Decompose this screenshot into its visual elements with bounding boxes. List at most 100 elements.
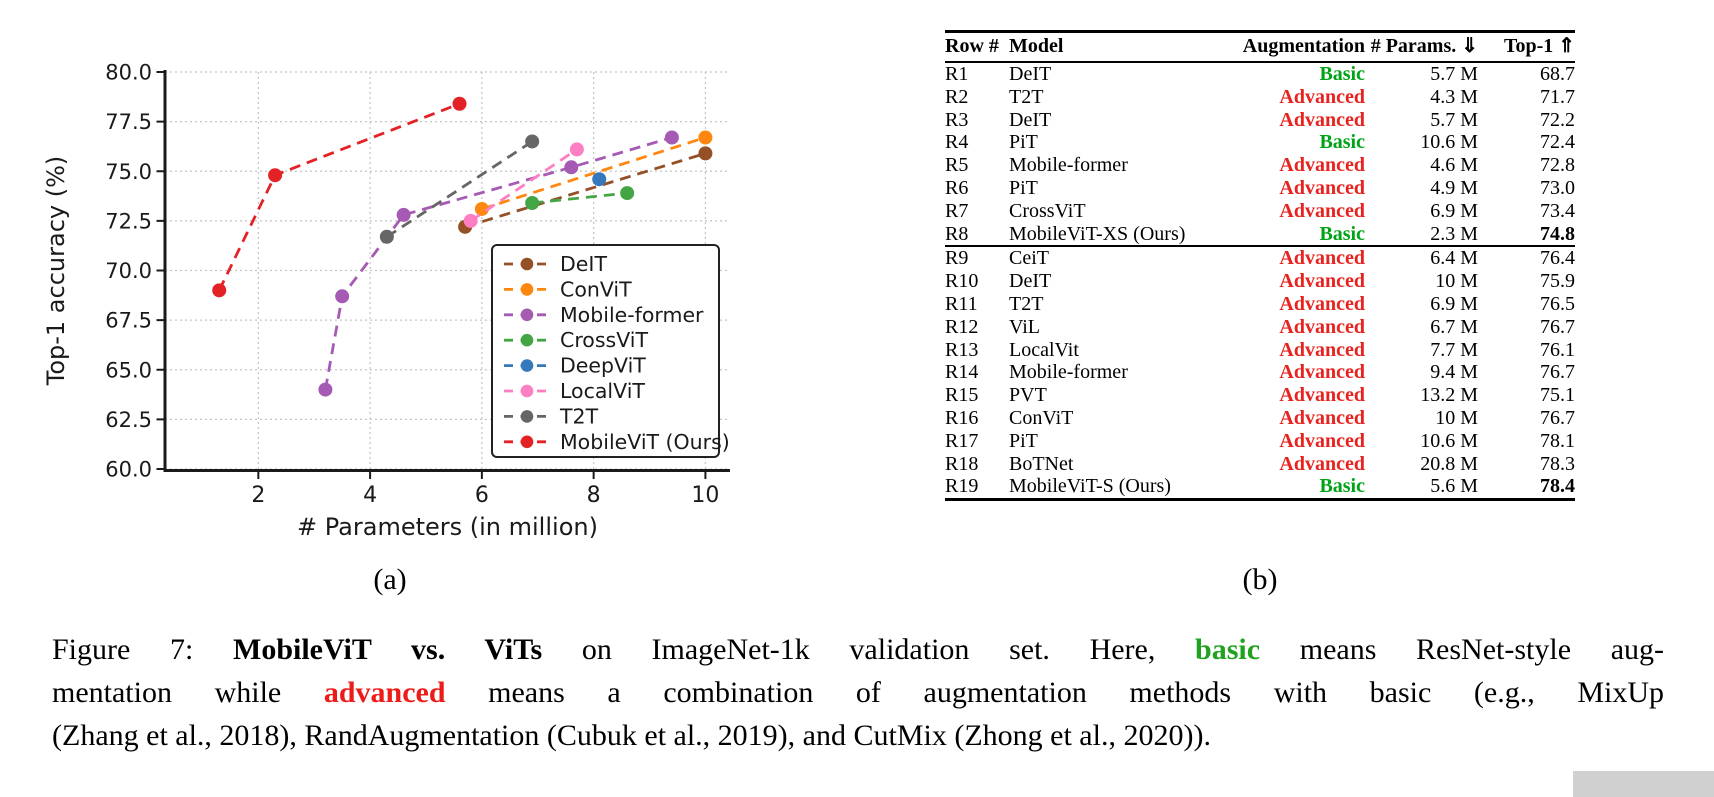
legend-marker-CrossViT [520,333,534,347]
caption-text: Figure 7: [52,633,234,666]
cell-row-number: R10 [945,270,979,293]
cell-params: 4.6 M [1430,154,1478,177]
cell-params: 6.4 M [1430,247,1478,270]
cell-augmentation: Advanced [1279,85,1365,108]
cell-top1: 76.7 [1540,315,1575,338]
cell-model: MobileViT-XS (Ours) [1009,222,1225,248]
cell-augmentation: Advanced [1279,247,1365,270]
x-tick-label: 6 [475,483,489,508]
cell-augmentation: Advanced [1279,176,1365,199]
y-tick-label: 75.0 [105,160,152,184]
cell-top1: 72.8 [1540,154,1575,177]
cell-params: 5.7 M [1430,63,1478,85]
cell-row-number: R12 [945,315,979,338]
table-row-R3: R3 DeIT Advanced 5.7 M 72.2 [945,109,1575,132]
cell-row-number: R3 [945,108,969,131]
legend-label-DeIT: DeIT [560,252,607,276]
cell-row-number: R16 [945,406,979,429]
cell-augmentation: Advanced [1279,452,1365,475]
cell-model: ViL [1009,315,1041,338]
table-row-R12: R12 ViL Advanced 6.7 M 76.7 [945,316,1575,339]
table-row-R15: R15 PVT Advanced 13.2 M 75.1 [945,384,1575,407]
x-tick-label: 2 [251,483,265,508]
legend-label-CrossViT: CrossViT [560,328,648,352]
legend-label-T2T: T2T [559,404,599,428]
col-header-row-number: Row # [945,35,999,57]
y-tick-label: 60.0 [105,458,152,482]
cell-params: 10.6 M [1420,429,1478,452]
legend-marker-DeepViT [520,359,534,372]
data-point-Mobile-former [564,160,579,175]
data-point-T2T [525,134,540,149]
cell-params: 20.8 M [1420,452,1478,475]
series-line-LocalViT [469,148,578,223]
legend-label-Mobile-former: Mobile-former [560,303,704,327]
data-point-DeIT [698,146,713,161]
table-row-R5: R5 Mobile-former Advanced 4.6 M 72.8 [945,154,1575,177]
cell-top1: 74.8 [1478,222,1575,248]
data-point-CrossViT [620,186,635,201]
table-row-R7: R7 CrossViT Advanced 6.9 M 73.4 [945,200,1575,223]
series-line-ConViT [481,136,706,211]
cell-augmentation: Advanced [1279,315,1365,338]
table-row-R2: R2 T2T Advanced 4.3 M 71.7 [945,86,1575,109]
cell-top1: 76.7 [1540,361,1575,384]
caption-keyword-red: advanced [323,676,446,709]
cell-top1: 76.5 [1540,292,1575,315]
cell-row-number: R9 [945,247,969,270]
cell-augmentation: Advanced [1279,292,1365,315]
cell-top1: 76.7 [1540,406,1575,429]
cell-model: DeIT [1009,108,1052,131]
cell-row-number: R2 [945,85,969,108]
cell-augmentation: Advanced [1279,108,1365,131]
col-header-top1: Top-1 ⇑ [1503,35,1575,57]
cell-top1: 78.4 [1478,475,1575,502]
cell-row-number: R11 [945,292,978,315]
data-point-CrossViT [525,196,540,211]
cell-row-number: R19 [945,475,1009,502]
series-line-MobileViT (Ours) [217,102,461,292]
cell-model: DeIT [1009,63,1052,85]
cell-augmentation: Advanced [1279,154,1365,177]
accuracy-vs-params-chart: 2 4 6 8 10 60.0 62.5 65.0 67.5 70.0 72.5 75.0 77.5 80… [40,30,740,565]
cell-params: 5.7 M [1430,108,1478,131]
caption-text: MobileViT vs. ViTs [233,633,543,666]
cell-top1: 76.4 [1540,247,1575,270]
cell-augmentation: Basic [1319,131,1365,154]
cell-model: PVT [1009,384,1047,407]
cell-params: 10 M [1435,406,1478,429]
cell-params: 2.3 M [1365,222,1478,248]
cell-augmentation: Advanced [1279,406,1365,429]
cell-augmentation: Advanced [1279,384,1365,407]
col-header-model: Model [1009,35,1064,57]
cell-model: Mobile-former [1009,154,1128,177]
panel-a-label: (a) [373,563,407,596]
table-row-R14: R14 Mobile-former Advanced 9.4 M 76.7 [945,361,1575,384]
table-row-R8: R8 MobileViT-XS (Ours) Basic 2.3 M 74.8 [945,222,1575,248]
col-header-params: # Params. ⇓ [1370,35,1478,57]
y-tick-label: 77.5 [105,110,152,134]
cell-row-number: R15 [945,384,979,407]
figure-caption: Figure 7: MobileViT vs. ViTs on ImageNet… [52,628,1664,757]
cell-model: ConViT [1009,406,1074,429]
caption-text: (Zhang et al., 2018), RandAugmentation (… [52,719,1211,752]
cell-top1: 72.4 [1540,131,1575,154]
cell-model: PiT [1009,429,1038,452]
table-row-R17: R17 PiT Advanced 10.6 M 78.1 [945,430,1575,453]
data-point-MobileViT (Ours) [212,283,227,298]
legend-box [491,244,720,458]
cell-top1: 73.4 [1540,199,1575,222]
cell-params: 6.9 M [1430,199,1478,222]
chart-canvas: 2 4 6 8 10 60.0 62.5 65.0 67.5 70.0 72.5 75.0 77.5 80… [42,61,730,541]
x-tick-label: 4 [363,483,377,508]
legend-label-LocalViT: LocalViT [560,379,645,403]
cell-top1: 72.2 [1540,108,1575,131]
cell-row-number: R14 [945,361,979,384]
cell-row-number: R1 [945,63,969,85]
data-point-ConViT [698,130,713,145]
caption-text: means a combination of augmentation meth… [445,676,1664,709]
y-axis-label: Top-1 accuracy (%) [42,156,70,387]
data-point-Mobile-former [335,289,350,304]
cell-params: 6.7 M [1430,315,1478,338]
cell-row-number: R5 [945,154,969,177]
